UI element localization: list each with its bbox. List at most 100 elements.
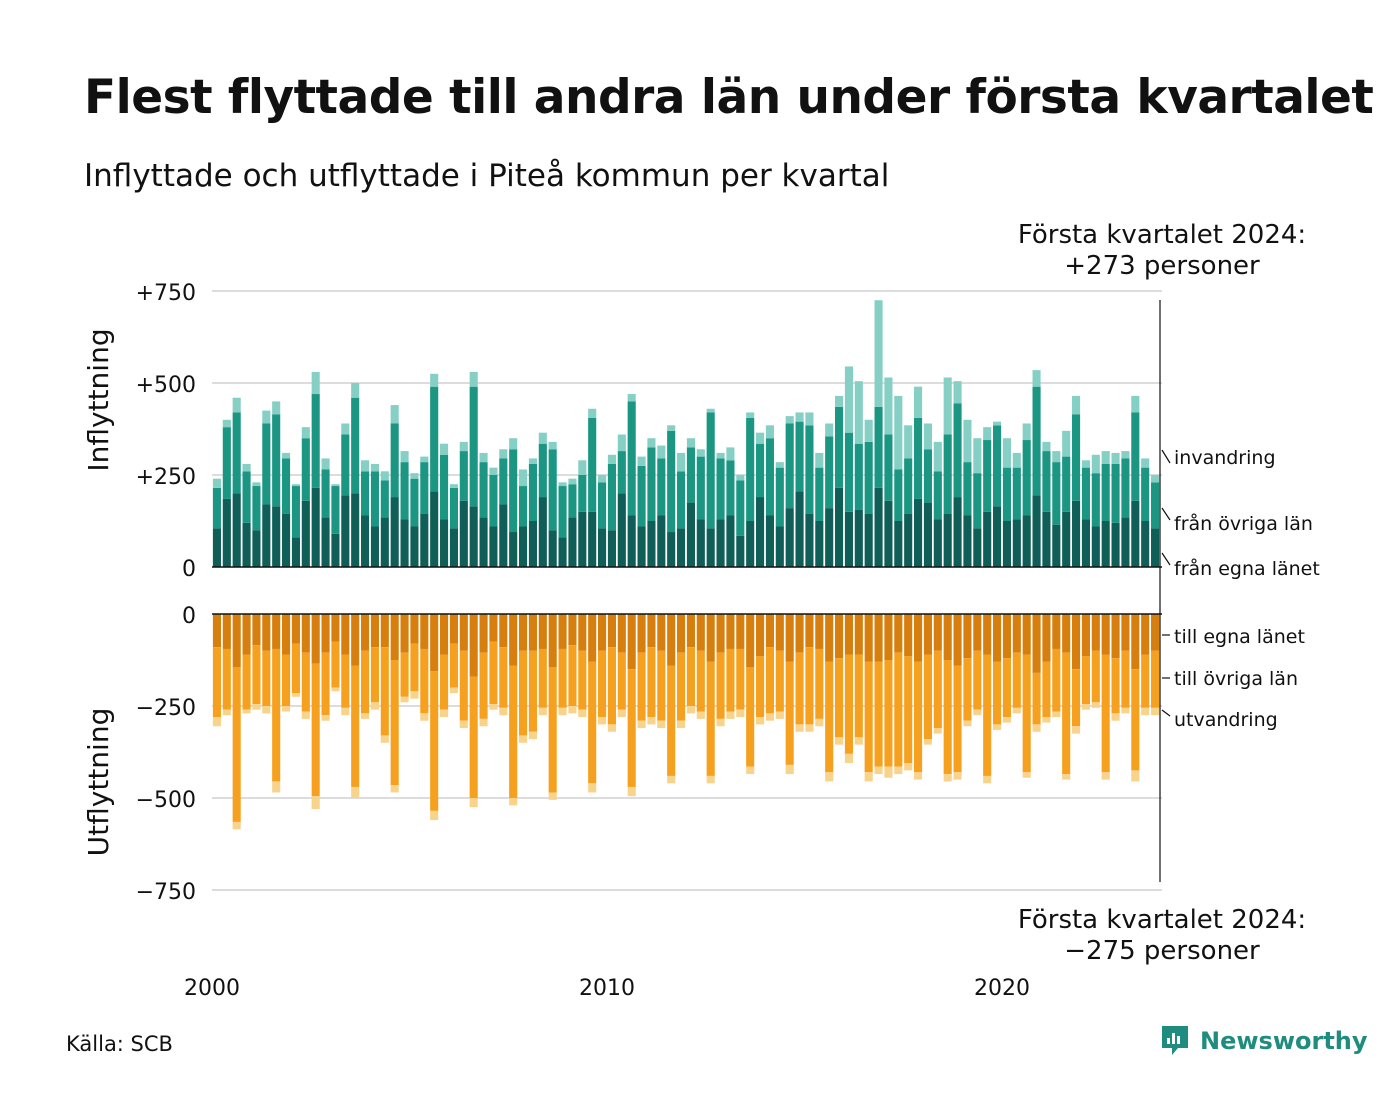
y-tick-label: −750 — [136, 880, 196, 905]
bar-invandring — [775, 462, 784, 468]
bar-utvandring — [1091, 702, 1100, 708]
bar-invandring — [1042, 441, 1051, 452]
bar-fran-egna-lanet — [528, 521, 537, 567]
bar-till-egna-lanet — [222, 614, 231, 649]
bar-utvandring — [637, 720, 646, 729]
bar-invandring — [489, 467, 498, 475]
bar-invandring — [914, 386, 923, 418]
bar-fran-ovriga-lan — [667, 430, 676, 533]
bar-fran-ovriga-lan — [1002, 467, 1011, 521]
bar-till-ovriga-lan — [854, 654, 863, 738]
bar-utvandring — [667, 775, 676, 784]
bar-till-ovriga-lan — [884, 660, 893, 767]
bar-till-ovriga-lan — [380, 647, 389, 736]
bar-till-ovriga-lan — [726, 648, 735, 712]
bar-till-ovriga-lan — [291, 643, 300, 694]
bar-utvandring — [1111, 713, 1120, 721]
bar-utvandring — [864, 772, 873, 782]
bar-fran-egna-lanet — [677, 528, 686, 567]
bar-till-egna-lanet — [993, 614, 1002, 662]
bar-utvandring — [351, 786, 360, 798]
bar-fran-ovriga-lan — [291, 486, 300, 538]
bar-till-ovriga-lan — [923, 654, 932, 740]
bar-fran-ovriga-lan — [351, 397, 360, 494]
bar-utvandring — [874, 766, 883, 775]
bar-utvandring — [815, 718, 824, 727]
bar-till-egna-lanet — [449, 614, 458, 644]
bar-fran-ovriga-lan — [894, 469, 903, 521]
bar-till-egna-lanet — [341, 614, 350, 655]
bar-invandring — [667, 425, 676, 431]
bar-invandring — [410, 473, 419, 479]
bar-invandring — [627, 394, 636, 402]
bar-fran-egna-lanet — [923, 502, 932, 567]
bar-till-egna-lanet — [1091, 614, 1100, 651]
bar-fran-ovriga-lan — [706, 412, 715, 529]
bar-fran-ovriga-lan — [716, 458, 725, 520]
bar-till-egna-lanet — [1131, 614, 1140, 670]
newsworthy-logo[interactable]: Newsworthy — [1160, 1024, 1368, 1058]
bar-utvandring — [321, 715, 330, 721]
bar-fran-ovriga-lan — [212, 487, 221, 529]
bar-fran-egna-lanet — [420, 513, 429, 567]
label-invandring-leader — [1161, 449, 1171, 464]
bar-fran-egna-lanet — [1101, 521, 1110, 567]
bar-utvandring — [775, 711, 784, 719]
bar-fran-ovriga-lan — [242, 471, 251, 523]
bar-utvandring — [716, 718, 725, 727]
y-tick-label: −250 — [136, 696, 196, 721]
bar-fran-ovriga-lan — [380, 480, 389, 518]
bar-utvandring — [835, 737, 844, 745]
bar-till-ovriga-lan — [232, 667, 241, 822]
bar-invandring — [795, 412, 804, 422]
bar-till-ovriga-lan — [1111, 658, 1120, 714]
bar-till-ovriga-lan — [805, 647, 814, 725]
bar-fran-egna-lanet — [943, 513, 952, 567]
bar-utvandring — [519, 735, 528, 743]
bar-fran-egna-lanet — [282, 513, 291, 567]
bar-utvandring — [479, 718, 488, 727]
bar-till-ovriga-lan — [420, 648, 429, 714]
bar-utvandring — [341, 707, 350, 716]
bar-till-egna-lanet — [400, 614, 409, 653]
bar-invandring — [1151, 475, 1160, 483]
bar-till-ovriga-lan — [459, 650, 468, 721]
bar-fran-egna-lanet — [795, 491, 804, 567]
bar-fran-ovriga-lan — [479, 462, 488, 518]
bar-till-egna-lanet — [1081, 614, 1090, 657]
bar-fran-ovriga-lan — [1111, 463, 1120, 523]
bar-till-egna-lanet — [657, 614, 666, 651]
bar-till-ovriga-lan — [647, 647, 656, 718]
bar-fran-ovriga-lan — [1042, 451, 1051, 512]
bar-till-ovriga-lan — [390, 660, 399, 786]
bar-utvandring — [440, 709, 449, 718]
bar-utvandring — [548, 792, 557, 800]
bar-fran-egna-lanet — [222, 498, 231, 567]
bar-invandring — [262, 410, 271, 424]
bar-invandring — [1062, 430, 1071, 457]
bar-utvandring — [459, 720, 468, 729]
bar-fran-egna-lanet — [647, 521, 656, 567]
bar-till-ovriga-lan — [578, 650, 587, 710]
bar-fran-egna-lanet — [726, 515, 735, 567]
bar-till-ovriga-lan — [894, 652, 903, 767]
bar-utvandring — [1032, 724, 1041, 732]
bar-utvandring — [420, 713, 429, 721]
bar-fran-egna-lanet — [321, 517, 330, 567]
bar-till-egna-lanet — [440, 614, 449, 655]
bar-utvandring — [914, 772, 923, 780]
bar-fran-egna-lanet — [805, 513, 814, 567]
bar-utvandring — [1062, 774, 1071, 780]
bar-till-egna-lanet — [311, 614, 320, 664]
bar-fran-egna-lanet — [212, 528, 221, 567]
bar-fran-ovriga-lan — [1072, 414, 1081, 501]
bar-fran-egna-lanet — [775, 526, 784, 567]
bar-till-ovriga-lan — [943, 660, 952, 775]
bar-till-egna-lanet — [983, 614, 992, 655]
bar-till-egna-lanet — [578, 614, 587, 651]
bar-invandring — [756, 432, 765, 444]
bar-fran-egna-lanet — [1111, 522, 1120, 567]
bar-till-egna-lanet — [1072, 614, 1081, 670]
bar-fran-ovriga-lan — [370, 471, 379, 527]
bar-fran-ovriga-lan — [825, 436, 834, 509]
